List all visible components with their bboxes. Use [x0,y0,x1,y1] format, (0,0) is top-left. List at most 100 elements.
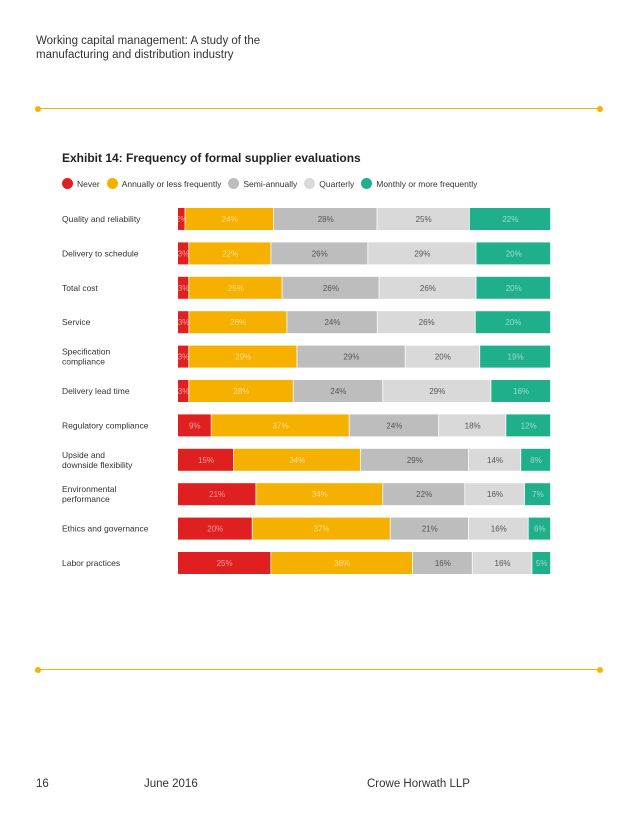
category-label-line: Ethics and governance [62,524,149,534]
bar-segment-quarterly [377,311,475,334]
bar-value-label: 26% [323,284,339,293]
bar-segment-never [178,311,189,334]
bar-segment-monthly [506,414,551,437]
category-label-line: Service [62,317,91,327]
bar-segment-quarterly [468,517,528,540]
bar-value-label: 34% [312,490,328,499]
bar-value-label: 20% [506,284,522,293]
top-divider [35,105,603,112]
legend-swatch-monthly [361,178,373,189]
bar-segment-monthly [476,242,551,265]
bar-segment-monthly [528,517,551,540]
divider-dot [597,105,603,112]
bar-segment-semi-annually [297,345,405,368]
chart-legend: Never Annually or less frequently Semi-a… [62,178,484,189]
legend-label-semi-annually: Semi-annually [243,178,298,189]
bar-segment-annually [189,242,271,265]
bar-segment-annually [271,552,413,574]
bar-value-label: 29% [429,387,445,396]
bar-value-label: 3% [178,318,190,327]
legend-swatch-quarterly [304,178,316,189]
category-label-line: downside flexibility [62,460,133,470]
bar-value-label: 19% [508,353,524,362]
bar-value-label: 24% [330,387,346,396]
footer-company: Crowe Horwath LLP [367,778,470,790]
bar-segment-never [178,276,189,299]
bar-segment-quarterly [465,483,525,506]
bar-segment-never [178,448,234,471]
bar-segment-quarterly [368,242,476,265]
bar-value-label: 6% [534,525,546,534]
bar-value-label: 26% [230,318,246,327]
bar-segment-quarterly [377,208,469,230]
legend-swatch-semi-annually [228,178,240,189]
divider-dot [597,666,603,673]
category-label-line: compliance [62,357,105,367]
bar-value-label: 9% [189,421,201,430]
category-label: Total cost [62,283,99,293]
bar-segment-monthly [476,276,551,299]
bar-segment-quarterly [468,448,521,471]
bar-segment-annually [233,448,360,471]
page-number: 16 [36,778,49,790]
bar-segment-annually [189,345,297,368]
category-label-line: Upside and [62,450,105,460]
category-label: Environmental performance [62,484,116,504]
bar-segment-semi-annually [274,208,377,230]
bar-value-label: 5% [536,559,548,568]
bar-value-label: 20% [506,249,522,258]
legend-item-monthly: Monthly or more frequently [361,178,477,189]
bar-value-label: 29% [235,353,251,362]
bar-value-label: 24% [324,318,340,327]
legend-swatch-annually [106,178,118,189]
bar-segment-annually [189,380,293,402]
bar-value-label: 2% [176,215,188,224]
bar-value-label: 16% [491,525,507,534]
bar-value-label: 8% [530,456,542,465]
bar-segment-semi-annually [293,380,383,402]
bar-value-label: 37% [273,421,289,430]
bar-segment-never [178,242,189,265]
bar-segment-monthly [469,208,551,230]
category-label: Ethics and governance [62,524,149,534]
bar-segment-monthly [524,483,551,506]
bar-value-label: 16% [495,559,511,568]
chart-title: Exhibit 14: Frequency of formal supplier… [62,151,361,165]
bar-value-label: 24% [222,215,238,224]
bar-value-label: 15% [198,456,214,465]
bar-value-label: 28% [233,387,249,396]
category-label-line: Environmental [62,484,116,494]
bar-value-label: 3% [178,284,190,293]
bar-segment-annually [185,208,274,230]
bar-segment-monthly [491,380,551,402]
category-label-line: Delivery to schedule [62,248,139,258]
bar-value-label: 25% [228,284,244,293]
category-label-line: performance [62,494,110,504]
bar-value-label: 29% [414,249,430,258]
legend-swatch-never [62,178,73,189]
bar-segment-annually [211,414,349,437]
legend-item-annually: Annually or less frequently [106,178,221,189]
bar-value-label: 18% [465,421,481,430]
bar-segment-semi-annually [271,242,368,265]
legend-label-never: Never [77,178,100,189]
bar-value-label: 16% [513,387,529,396]
bar-segment-semi-annually [390,517,469,540]
category-label: Labor practices [62,558,120,568]
category-label-line: Quality and reliability [62,214,141,224]
category-label: Specification compliance [62,347,110,367]
bar-segment-semi-annually [282,276,379,299]
bar-segment-quarterly [439,414,506,437]
footer-date: June 2016 [144,778,198,790]
bar-value-label: 3% [178,249,190,258]
bar-value-label: 22% [416,490,432,499]
category-label: Upside and downside flexibility [62,450,133,470]
bar-value-label: 3% [178,353,190,362]
bar-segment-quarterly [383,380,491,402]
bar-segment-never [178,552,271,574]
category-label: Regulatory compliance [62,420,149,430]
category-label-line: Delivery lead time [62,386,130,396]
bar-value-label: 3% [178,387,190,396]
bar-segment-never [178,345,189,368]
bar-segment-semi-annually [287,311,377,334]
